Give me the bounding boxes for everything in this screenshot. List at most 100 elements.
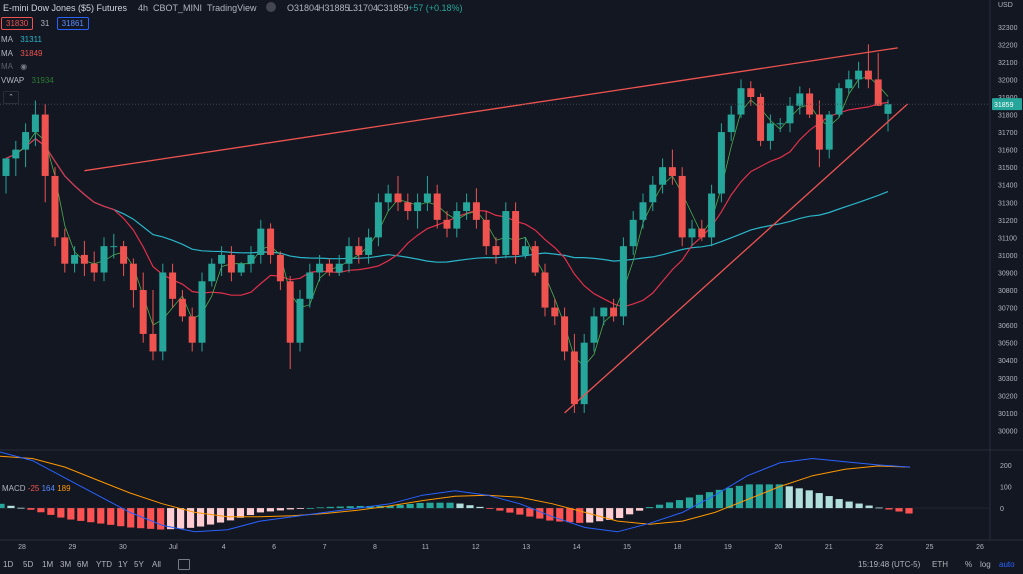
candle-body[interactable] xyxy=(80,254,88,264)
candle-body[interactable] xyxy=(619,246,627,317)
trendline[interactable] xyxy=(564,103,909,414)
candle-body[interactable] xyxy=(257,228,265,255)
auto-toggle[interactable]: auto xyxy=(999,560,1015,569)
candle-body[interactable] xyxy=(316,263,324,273)
candle-body[interactable] xyxy=(276,254,284,282)
candle-body[interactable] xyxy=(414,202,422,212)
candle-body[interactable] xyxy=(590,316,598,343)
candle-body[interactable] xyxy=(120,246,128,264)
candle-body[interactable] xyxy=(453,211,461,229)
candle-body[interactable] xyxy=(541,272,549,308)
candle-body[interactable] xyxy=(492,246,500,255)
candle-body[interactable] xyxy=(306,272,314,299)
percent-toggle[interactable]: % xyxy=(965,560,973,569)
candle-body[interactable] xyxy=(227,254,235,273)
candle-body[interactable] xyxy=(286,281,294,343)
candle-body[interactable] xyxy=(688,228,696,238)
collapse-legend-icon[interactable]: ⌃ xyxy=(3,91,19,104)
candle-body[interactable] xyxy=(463,202,471,212)
range-5y[interactable]: 5Y xyxy=(134,560,144,569)
candle-body[interactable] xyxy=(610,307,618,317)
range-1d[interactable]: 1D xyxy=(3,560,14,569)
candle-body[interactable] xyxy=(874,79,882,106)
candle-body[interactable] xyxy=(639,202,647,220)
chart-canvas[interactable]: 3230032200321003200031900318003170031600… xyxy=(0,0,1023,556)
candle-body[interactable] xyxy=(149,333,157,352)
candle-body[interactable] xyxy=(208,263,216,282)
candle-body[interactable] xyxy=(512,211,520,255)
candle-body[interactable] xyxy=(443,219,451,229)
candle-body[interactable] xyxy=(159,272,167,352)
ma3-legend[interactable]: MA ◉ xyxy=(1,62,32,75)
candle-body[interactable] xyxy=(267,228,275,255)
candle-body[interactable] xyxy=(31,114,39,133)
eye-hidden-icon[interactable]: ◉ xyxy=(20,62,28,71)
candle-body[interactable] xyxy=(649,184,657,203)
candle-body[interactable] xyxy=(41,114,49,176)
candle-body[interactable] xyxy=(845,79,853,89)
candle-body[interactable] xyxy=(531,246,539,273)
candle-body[interactable] xyxy=(100,246,108,273)
trendline[interactable] xyxy=(84,47,898,172)
candle-body[interactable] xyxy=(864,70,872,80)
currency-label[interactable]: USD xyxy=(998,2,1013,9)
ask-pill[interactable]: 31861 xyxy=(56,17,89,30)
candle-body[interactable] xyxy=(766,123,774,141)
candle-body[interactable] xyxy=(786,105,794,124)
range-5d[interactable]: 5D xyxy=(23,560,34,569)
candle-body[interactable] xyxy=(71,254,79,264)
candle-body[interactable] xyxy=(659,167,667,185)
candle-body[interactable] xyxy=(139,290,147,334)
vwap-legend[interactable]: VWAP 31934 xyxy=(1,76,59,89)
candle-body[interactable] xyxy=(365,237,373,255)
candle-body[interactable] xyxy=(835,88,843,115)
candle-body[interactable] xyxy=(825,114,833,150)
range-3m[interactable]: 3M xyxy=(60,560,72,569)
candle-body[interactable] xyxy=(345,246,353,264)
candle-body[interactable] xyxy=(884,104,892,114)
range-all[interactable]: All xyxy=(152,560,161,569)
candle-body[interactable] xyxy=(423,193,431,203)
ma1-legend[interactable]: MA 31311 xyxy=(1,35,47,48)
candle-body[interactable] xyxy=(747,88,755,97)
candle-body[interactable] xyxy=(325,263,333,273)
candle-body[interactable] xyxy=(296,298,304,343)
range-ytd[interactable]: YTD xyxy=(96,560,112,569)
range-1m[interactable]: 1M xyxy=(42,560,54,569)
candle-body[interactable] xyxy=(433,193,441,220)
bid-pill[interactable]: 31830 xyxy=(1,17,34,30)
candle-body[interactable] xyxy=(570,351,578,405)
candle-body[interactable] xyxy=(129,263,137,291)
session-toggle[interactable]: ETH xyxy=(932,560,948,569)
candle-body[interactable] xyxy=(2,158,10,176)
candle-body[interactable] xyxy=(776,123,784,125)
candle-body[interactable] xyxy=(502,211,510,255)
macd-legend[interactable]: MACD -25 164 189 xyxy=(2,484,71,493)
candle-body[interactable] xyxy=(169,272,177,299)
candle-body[interactable] xyxy=(394,193,402,203)
candle-body[interactable] xyxy=(580,342,588,405)
candle-body[interactable] xyxy=(482,219,490,247)
date-range-icon[interactable] xyxy=(178,559,190,570)
candle-body[interactable] xyxy=(61,237,69,264)
candle-body[interactable] xyxy=(855,70,863,80)
candle-body[interactable] xyxy=(178,298,186,317)
candle-body[interactable] xyxy=(600,307,608,317)
candle-body[interactable] xyxy=(561,316,569,352)
candle-body[interactable] xyxy=(218,254,226,264)
symbol-title[interactable]: E-mini Dow Jones ($5) Futures xyxy=(3,3,128,13)
candle-body[interactable] xyxy=(188,316,196,343)
candle-body[interactable] xyxy=(717,132,725,194)
ma2-legend[interactable]: MA 31849 xyxy=(1,49,47,62)
log-toggle[interactable]: log xyxy=(980,560,991,569)
candle-body[interactable] xyxy=(698,228,706,238)
candle-body[interactable] xyxy=(110,246,118,248)
candle-body[interactable] xyxy=(237,263,245,273)
candle-body[interactable] xyxy=(12,149,20,159)
candle-body[interactable] xyxy=(737,88,745,115)
candle-body[interactable] xyxy=(247,254,255,264)
candle-body[interactable] xyxy=(815,114,823,150)
clock[interactable]: 15:19:48 (UTC-5) xyxy=(858,560,921,569)
candle-body[interactable] xyxy=(472,202,480,220)
candle-body[interactable] xyxy=(51,175,59,238)
